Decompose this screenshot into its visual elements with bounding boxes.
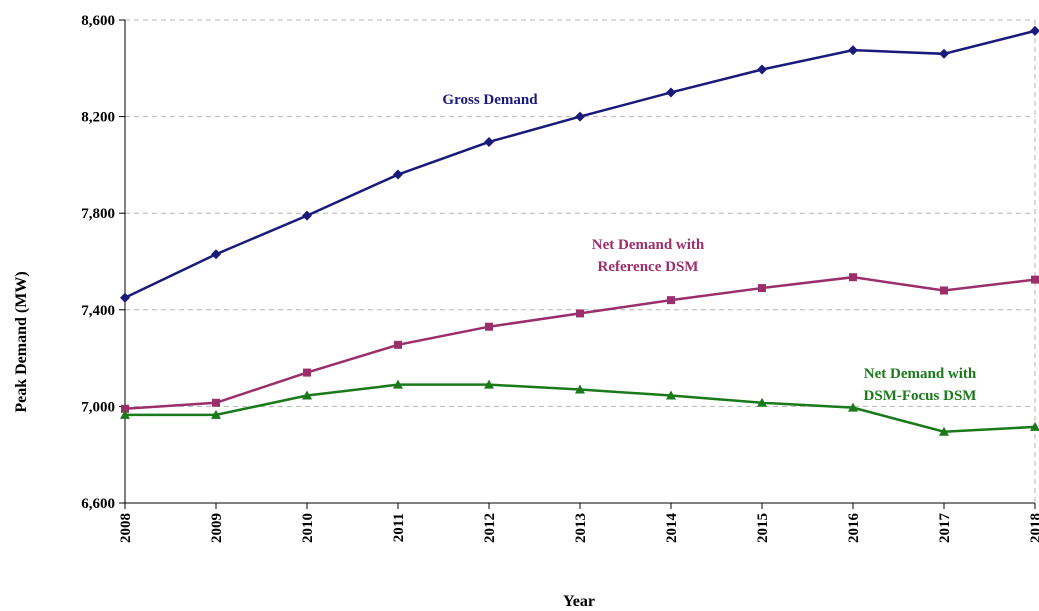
data-point <box>666 87 676 98</box>
data-point <box>211 249 221 260</box>
x-tick-label: 2008 <box>118 513 134 543</box>
x-tick-label: 2015 <box>755 513 771 543</box>
y-tick-label: 7,000 <box>81 399 115 415</box>
data-point <box>211 409 221 419</box>
y-tick-label: 6,600 <box>81 496 115 512</box>
data-point <box>120 409 130 419</box>
x-axis-title: Year <box>563 593 595 610</box>
data-point <box>484 136 494 147</box>
y-axis-title: Peak Demand (MW) <box>13 271 30 412</box>
data-point <box>1030 25 1039 36</box>
series-line <box>124 29 1036 299</box>
data-point <box>302 390 312 400</box>
data-point <box>302 210 312 221</box>
data-point <box>849 273 857 282</box>
y-tick-label: 8,600 <box>81 13 115 29</box>
x-tick-label: 2009 <box>209 513 225 543</box>
data-point <box>393 379 403 389</box>
series <box>120 25 1039 436</box>
axes: 6,600 7,000 7,400 7,800 8,200 8,600 2008 2009 20… <box>81 13 1039 543</box>
data-point <box>484 379 494 389</box>
y-tick-label: 7,400 <box>81 303 115 319</box>
data-point <box>212 398 220 407</box>
data-point <box>939 426 949 436</box>
data-point <box>939 48 949 59</box>
x-tick-label: 2011 <box>391 513 407 542</box>
series-label: Net Demand with Reference DSM <box>592 237 705 275</box>
data-point <box>303 368 311 377</box>
series-label: Gross Demand <box>442 92 538 108</box>
data-point <box>120 292 130 303</box>
gridlines <box>125 19 1036 503</box>
x-tick-label: 2010 <box>300 513 316 543</box>
data-point <box>848 402 858 412</box>
x-tick-label: 2018 <box>1028 513 1039 543</box>
y-tick-label: 8,200 <box>81 110 115 126</box>
data-point <box>848 45 858 56</box>
data-point <box>393 169 403 180</box>
data-point <box>666 390 676 400</box>
data-point <box>575 111 585 122</box>
data-point <box>575 384 585 394</box>
x-tick-label: 2016 <box>846 513 862 544</box>
data-point <box>1031 275 1039 284</box>
x-tick-label: 2012 <box>482 513 498 543</box>
data-point <box>121 404 129 413</box>
x-tick-label: 2014 <box>664 513 680 544</box>
series-labels: Gross Demand Net Demand with Reference DSM… <box>442 92 976 404</box>
data-point <box>940 286 948 295</box>
data-point <box>758 284 766 293</box>
y-tick-label: 7,800 <box>81 206 115 222</box>
data-point <box>757 64 767 75</box>
data-point <box>667 296 675 305</box>
x-tick-label: 2017 <box>937 513 953 544</box>
data-point <box>394 340 402 349</box>
x-tick-label: 2013 <box>573 513 589 543</box>
data-point <box>757 397 767 407</box>
data-point <box>576 309 584 318</box>
data-point <box>485 322 493 331</box>
series-label: Net Demand with DSM-Focus DSM <box>864 366 977 404</box>
data-point <box>1030 421 1039 431</box>
